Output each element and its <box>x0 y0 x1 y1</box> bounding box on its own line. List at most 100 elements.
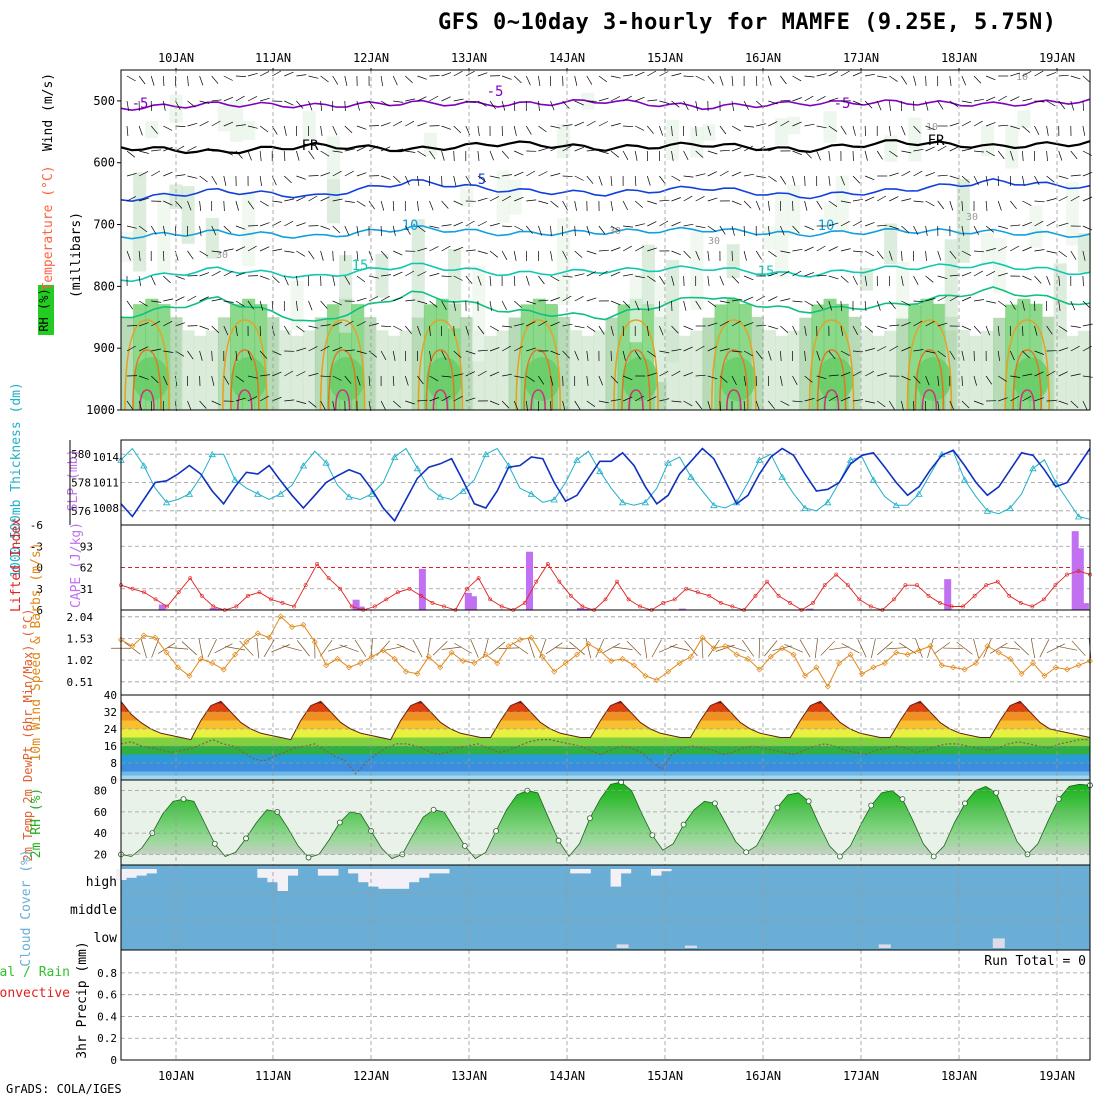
lifted-index-point <box>211 604 216 609</box>
wind-barb <box>175 275 185 280</box>
cape-bar <box>526 551 533 610</box>
wind-barb <box>973 225 980 235</box>
wind-barb <box>683 346 693 352</box>
wind-barb <box>308 250 315 260</box>
wind-barb <box>961 250 971 256</box>
cloud-bar-low <box>992 938 1005 948</box>
wind-barb <box>187 350 194 360</box>
wind-barb <box>247 96 258 102</box>
thickness-point <box>801 504 809 511</box>
wind-barb <box>598 225 606 235</box>
wind-barb <box>344 375 352 384</box>
wind-barb <box>1046 220 1056 227</box>
wind-barb <box>671 150 674 161</box>
wind-barb <box>157 642 176 654</box>
wind-barb <box>1082 171 1093 177</box>
wind-barb <box>332 198 343 202</box>
wind-barb <box>320 172 331 177</box>
wind-barb <box>852 275 858 286</box>
wind-barb <box>1009 350 1015 361</box>
wind-barb <box>973 270 983 277</box>
wind-barb <box>247 350 252 361</box>
wind-barb <box>465 100 476 103</box>
wind-barb <box>1071 640 1086 656</box>
wind-barb <box>598 150 609 154</box>
wind-barb <box>562 100 570 109</box>
wind-barb <box>889 345 899 352</box>
wind-speed-point <box>311 638 318 645</box>
wind-barb <box>256 638 260 659</box>
wind-barb <box>671 175 681 182</box>
wind-barb <box>647 99 658 102</box>
wind-barb <box>477 197 488 202</box>
wind-barb <box>223 225 232 234</box>
wind-barb <box>659 100 670 104</box>
wind-barb <box>985 96 996 102</box>
wind-barb <box>1010 96 1020 102</box>
wind-barb <box>344 275 351 285</box>
wind-speed-point <box>665 668 672 675</box>
wind-barb <box>659 350 670 354</box>
wind-barb <box>489 325 499 332</box>
wind-barb <box>755 200 761 211</box>
wind-barb <box>683 195 693 202</box>
wind-barb <box>1082 375 1093 378</box>
wind-speed-point <box>802 672 808 679</box>
wind-speed-point <box>608 658 615 664</box>
cape-bar <box>577 607 584 610</box>
wind-barb <box>550 100 555 111</box>
thickness-point <box>162 499 171 506</box>
date-label-bottom: 12JAN <box>353 1069 389 1083</box>
wind-barb <box>465 175 472 185</box>
wind-barb <box>187 200 192 211</box>
wind-barb <box>562 295 572 302</box>
wind-barb <box>151 638 160 658</box>
temp-band <box>121 754 1090 763</box>
lifted-index-point <box>730 604 735 609</box>
lifted-index-point <box>661 601 666 605</box>
wind-speed-point <box>779 645 786 652</box>
wind-barb <box>719 170 729 177</box>
wind-barb <box>683 175 694 178</box>
temp2m-axis-label: 2m Temp 2m DewPt (6hr Min/Max) (°C) <box>21 609 35 862</box>
temperature-contour <box>921 389 938 411</box>
wind-barb <box>284 100 294 106</box>
cloud-bar-high <box>358 869 369 883</box>
cloud-bar-high <box>257 869 268 878</box>
wind-barb <box>622 245 632 252</box>
wind-barb <box>562 275 573 278</box>
wind-barb <box>259 125 269 133</box>
wind-barb <box>659 71 669 77</box>
temperature-contour <box>432 389 449 411</box>
wind-barb <box>405 120 415 127</box>
wind-barb <box>181 641 198 656</box>
wind-barb <box>513 250 517 261</box>
wind-barb <box>877 325 887 330</box>
wind-barb <box>502 174 513 177</box>
temperature-contour <box>120 286 1091 322</box>
rh-point <box>586 815 593 822</box>
wind-barb <box>356 375 361 386</box>
wind-barb <box>852 100 863 106</box>
wind-barb <box>308 150 315 160</box>
wind-barb <box>368 100 376 110</box>
wind-barb <box>985 175 989 186</box>
wind-barb <box>138 375 149 380</box>
wind-barb <box>828 150 831 161</box>
wind-barb <box>901 300 911 306</box>
wind-barb <box>840 350 850 356</box>
thickness-point <box>208 450 216 458</box>
wind-barb <box>864 300 867 312</box>
wind-barb <box>876 250 884 260</box>
wind-barb <box>973 400 984 405</box>
wind-barb <box>272 200 283 203</box>
wind-barb <box>199 75 204 86</box>
wind-barb <box>913 320 923 327</box>
thickness-point <box>869 476 878 483</box>
wind-barb <box>525 275 530 286</box>
wind-barb <box>574 400 581 410</box>
wind-barb <box>441 350 447 361</box>
wind-barb <box>1034 100 1045 103</box>
wind-speed-point <box>414 670 421 677</box>
wind-barb <box>877 195 887 202</box>
